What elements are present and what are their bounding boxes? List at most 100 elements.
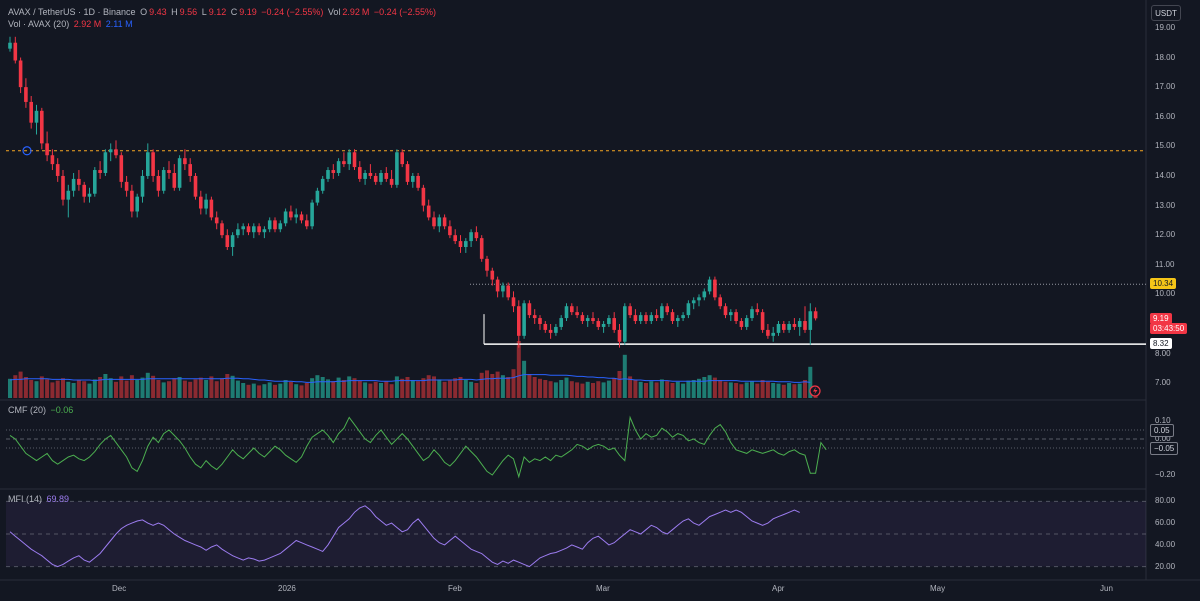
volume-bar <box>760 380 765 398</box>
cmf-line <box>9 415 827 479</box>
volume-bar <box>543 380 548 398</box>
vol-unit: M <box>361 7 370 17</box>
candle-body <box>432 217 436 227</box>
vol-value: 2.92 M <box>73 19 102 29</box>
price-tick-label: 10.00 <box>1155 289 1176 299</box>
candle-body <box>358 167 362 179</box>
candle-body <box>543 323 548 330</box>
volume-bar <box>156 380 161 398</box>
volume-bar <box>681 383 686 398</box>
cmf-legend[interactable]: CMF (20) −0.06 <box>8 405 75 415</box>
volume-bar <box>188 381 193 398</box>
volume-bar <box>262 384 267 398</box>
candle-body <box>342 161 346 165</box>
mfi-legend[interactable]: MFI (14) 69.89 <box>8 494 71 504</box>
volume-bar <box>601 382 606 398</box>
price-tick-label: 18.00 <box>1155 52 1176 62</box>
candle-body <box>161 170 166 191</box>
volume-bar <box>23 377 28 398</box>
volume-bar <box>781 384 786 398</box>
candle-body <box>782 323 786 330</box>
candle-body <box>750 309 754 319</box>
symbol-legend[interactable]: AVAX / TetherUS · 1D · Binance O 9.43 H 9.… <box>8 7 438 17</box>
quote-currency-button[interactable]: USDT <box>1151 5 1181 21</box>
candle-body <box>623 306 627 342</box>
volume-bar <box>765 381 770 398</box>
volume-bar <box>734 383 739 398</box>
candle-body <box>776 323 781 333</box>
candle-body <box>739 321 744 327</box>
mfi-tick-label: 40.00 <box>1155 539 1176 549</box>
candle-body <box>676 318 680 322</box>
volume-bar <box>273 384 277 398</box>
candle-body <box>723 306 728 316</box>
candle-body <box>363 172 367 179</box>
candle-body <box>34 110 39 123</box>
volume-bar <box>516 341 521 398</box>
vol-label: Vol <box>327 7 341 17</box>
candle-body <box>77 178 81 185</box>
volume-bar <box>257 385 262 398</box>
candle-body <box>167 170 171 173</box>
mfi-tick-label: 60.00 <box>1155 518 1176 528</box>
candle-body <box>103 152 108 173</box>
candle-body <box>119 155 124 182</box>
grid-layer <box>0 0 1200 581</box>
vol-ma-label[interactable]: Vol · AVAX (20) <box>8 19 70 29</box>
volume-bar <box>686 380 691 398</box>
candle-body <box>336 161 341 173</box>
candle-body <box>713 279 717 298</box>
symbol-name[interactable]: AVAX / TetherUS · 1D · Binance <box>8 7 136 17</box>
candle-body <box>813 311 818 319</box>
volume-bar <box>251 383 256 398</box>
candle-body <box>654 315 659 319</box>
mfi-value: 69.89 <box>46 494 70 504</box>
volume-legend[interactable]: Vol · AVAX (20) 2.92 M 2.11 M <box>8 19 135 29</box>
candle-body <box>299 214 304 221</box>
cmf-label[interactable]: CMF (20) <box>8 405 46 415</box>
candle-body <box>352 152 357 168</box>
volume-bar <box>718 380 723 398</box>
volume-bar <box>204 380 209 398</box>
candle-body <box>490 270 495 280</box>
candle-body <box>29 101 33 123</box>
candle-body <box>172 172 177 188</box>
volume-bar <box>400 378 405 398</box>
candle-body <box>707 279 712 292</box>
volume-bar <box>559 380 564 398</box>
candle-body <box>649 315 654 322</box>
volume-bar <box>723 381 728 398</box>
candle-body <box>193 175 198 197</box>
volume-bar <box>288 381 293 398</box>
last-price-tag: 9.19 <box>1150 313 1172 324</box>
candle-body <box>808 311 813 330</box>
volume-layer <box>8 341 818 398</box>
mfi-tick-label: 80.00 <box>1155 496 1176 506</box>
volume-bar <box>331 381 336 398</box>
volume-bar <box>299 385 304 398</box>
volume-bar <box>161 382 166 398</box>
volume-bar <box>347 376 352 398</box>
volume-bar <box>447 380 452 398</box>
volume-bar <box>373 381 378 398</box>
candle-body <box>384 172 389 179</box>
candle-body <box>50 155 55 165</box>
volume-bar <box>649 381 654 398</box>
candle-body <box>389 178 394 185</box>
candle-body <box>140 175 145 197</box>
candle-body <box>564 306 569 319</box>
candle-body <box>204 199 208 209</box>
volume-bar <box>34 381 39 398</box>
volume-bar <box>108 378 113 398</box>
volume-bar <box>644 383 648 398</box>
volume-bar <box>787 383 792 398</box>
volume-bar <box>151 375 156 398</box>
candle-body <box>485 258 489 271</box>
candle-body <box>734 312 738 322</box>
mfi-label[interactable]: MFI (14) <box>8 494 43 504</box>
volume-bar <box>177 377 182 398</box>
volume-bar <box>564 377 569 398</box>
volume-bar <box>511 369 516 398</box>
candle-body <box>156 175 161 191</box>
